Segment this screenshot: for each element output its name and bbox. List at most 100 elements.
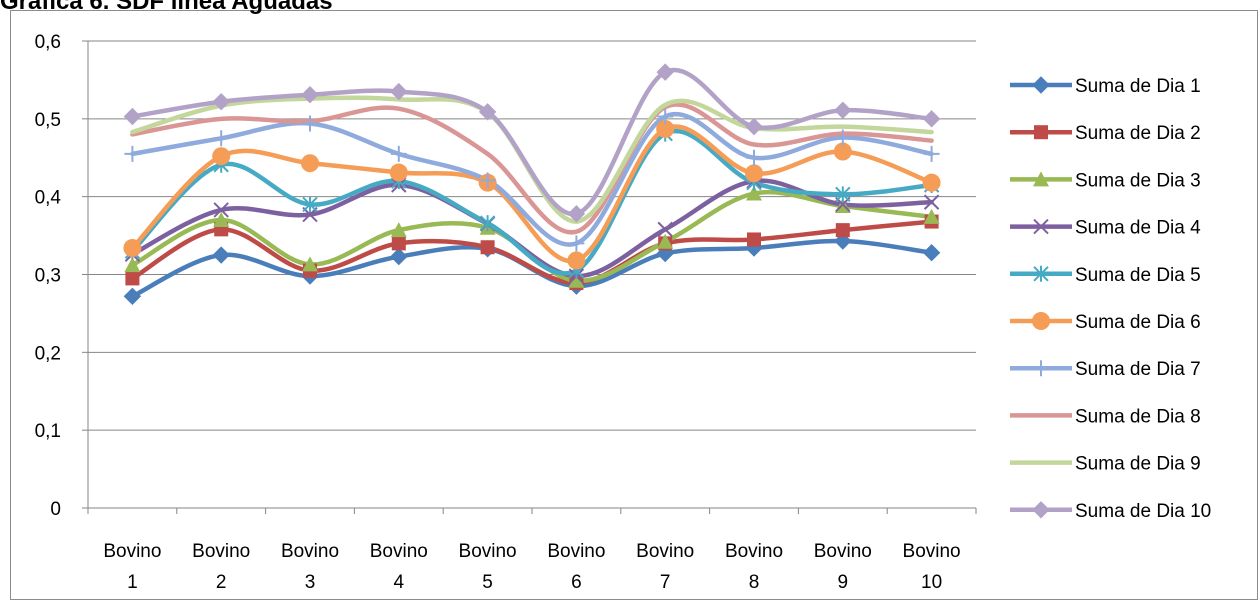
- legend-label: Suma de Dia 1: [1075, 76, 1201, 97]
- data-point: [302, 196, 318, 213]
- data-point: [390, 222, 407, 238]
- axes: 0 0,1 0,2 0,3 0,4 0,5 0,6 Bovino 1 Bovino 2 Bovino 3…: [35, 32, 977, 593]
- y-tick-label: 0,4: [35, 188, 62, 209]
- legend-label: Suma de Dia 2: [1075, 123, 1201, 144]
- data-point: [480, 240, 495, 255]
- data-point: [923, 145, 940, 162]
- data-point: [746, 149, 762, 166]
- y-tick-label: 0,1: [35, 421, 61, 442]
- series-line-dia-5: [130, 129, 934, 276]
- data-point: [125, 271, 140, 286]
- series-points-dia-10: [123, 63, 941, 223]
- data-point: [567, 205, 586, 223]
- data-point: [124, 145, 141, 162]
- legend-label: Suma de Dia 9: [1075, 454, 1201, 475]
- data-point: [389, 163, 408, 182]
- legend-item-dia-8: Suma de Dia 8: [1010, 406, 1201, 427]
- data-point: [922, 110, 941, 128]
- legend-item-dia-2: Suma de Dia 2: [1010, 123, 1201, 144]
- data-point: [390, 247, 408, 266]
- data-point: [301, 154, 319, 173]
- legend-marker: [1033, 218, 1049, 235]
- x-tick-label: Bovino 8: [725, 541, 783, 593]
- data-point: [213, 130, 230, 147]
- series-points-dia-2: [125, 214, 939, 291]
- data-point: [390, 145, 407, 162]
- data-point: [657, 108, 674, 125]
- data-point: [922, 173, 941, 192]
- data-point: [302, 256, 318, 272]
- data-point: [123, 287, 142, 306]
- data-point: [213, 212, 230, 228]
- legend: Suma de Dia 1 Suma de Dia 2 Suma de Dia 3 S…: [1010, 76, 1211, 522]
- data-point: [123, 239, 142, 258]
- data-point: [212, 246, 230, 264]
- data-point: [745, 117, 763, 136]
- series-lines: [130, 67, 934, 299]
- y-tick-label: 0,3: [35, 266, 61, 287]
- x-tick-label: Bovino 7: [636, 541, 694, 593]
- chart-title: Gráfica 6. SDF línea Aguadas: [0, 0, 333, 15]
- legend-label: Suma de Dia 6: [1075, 312, 1201, 333]
- data-point: [657, 233, 674, 249]
- data-point: [301, 85, 319, 104]
- data-point: [212, 147, 231, 166]
- legend-item-dia-9: Suma de Dia 9: [1010, 454, 1201, 475]
- legend-label: Suma de Dia 7: [1075, 359, 1201, 380]
- series-line-dia-2: [130, 219, 934, 286]
- x-tick-label: Bovino 9: [814, 541, 872, 593]
- legend-label: Suma de Dia 8: [1075, 406, 1201, 427]
- legend-marker: [1034, 125, 1048, 140]
- x-tick-label: Bovino 3: [281, 541, 339, 593]
- y-tick-label: 0: [50, 499, 61, 520]
- legend-marker: [1033, 360, 1049, 377]
- data-point: [302, 115, 318, 132]
- data-point: [567, 251, 586, 270]
- series-line-dia-7: [130, 111, 934, 247]
- data-point: [213, 202, 229, 218]
- data-point: [657, 221, 673, 238]
- data-point: [922, 243, 941, 262]
- data-point: [479, 215, 496, 232]
- data-point: [391, 236, 406, 251]
- data-point: [746, 185, 762, 201]
- legend-marker: [1032, 76, 1050, 94]
- data-point: [124, 257, 141, 273]
- y-tick-label: 0,6: [35, 32, 61, 53]
- series-line-dia-6: [130, 124, 934, 264]
- y-tick-label: 0,5: [35, 110, 61, 131]
- data-point: [478, 103, 497, 121]
- data-point: [656, 119, 675, 138]
- data-point: [834, 101, 852, 119]
- series-line-dia-10: [130, 67, 934, 217]
- legend-item-dia-3: Suma de Dia 3: [1010, 170, 1201, 191]
- data-point: [656, 63, 674, 81]
- legend-item-dia-1: Suma de Dia 1: [1010, 76, 1201, 97]
- data-point: [212, 93, 230, 111]
- data-point: [479, 172, 496, 189]
- x-tick-label: Bovino 4: [370, 541, 428, 593]
- series-line-dia-8: [130, 102, 934, 235]
- legend-marker: [1032, 312, 1050, 330]
- data-point: [923, 194, 940, 210]
- x-tick-label: Bovino 2: [192, 541, 250, 593]
- data-point: [923, 208, 940, 224]
- x-tick-label: Bovino 5: [459, 541, 517, 593]
- legend-item-dia-4: Suma de Dia 4: [1010, 218, 1201, 239]
- data-point: [123, 107, 142, 126]
- legend-marker: [1032, 501, 1050, 519]
- legend-item-dia-6: Suma de Dia 6: [1010, 312, 1201, 333]
- x-tick-label: Bovino 1: [103, 541, 161, 593]
- legend-item-dia-10: Suma de Dia 10: [1010, 501, 1211, 522]
- data-point: [568, 272, 585, 288]
- legend-label: Suma de Dia 4: [1075, 218, 1201, 239]
- legend-item-dia-5: Suma de Dia 5: [1010, 265, 1201, 286]
- legend-label: Suma de Dia 5: [1075, 265, 1201, 286]
- y-tick-label: 0,2: [35, 343, 61, 364]
- legend-item-dia-7: Suma de Dia 7: [1010, 359, 1201, 380]
- data-point: [568, 235, 585, 252]
- data-point: [747, 232, 761, 247]
- legend-marker: [1033, 265, 1049, 282]
- legend-marker: [1033, 171, 1049, 187]
